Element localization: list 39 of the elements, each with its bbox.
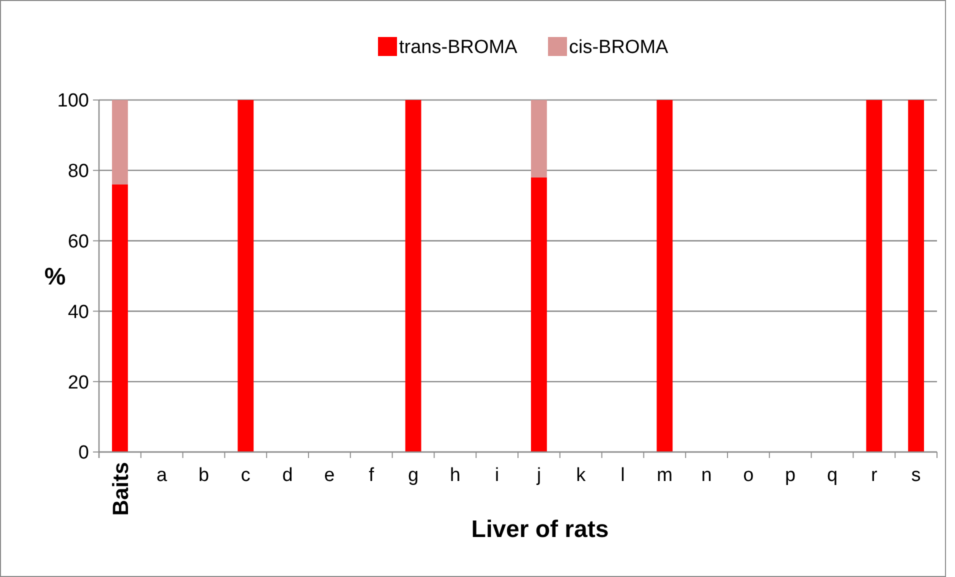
legend-label: trans-BROMA [399,37,518,58]
bar [405,100,422,452]
x-tick-label: e [324,465,335,486]
x-tick-label: g [408,465,419,486]
y-axis-title: % [44,263,66,290]
x-tick-label: p [785,465,796,486]
bar [908,100,924,452]
x-tick-label: r [870,465,878,486]
y-tick-label: 80 [68,161,89,182]
x-tick-label: i [494,465,500,486]
legend-label: cis-BROMA [569,37,669,58]
x-tick-label: s [911,465,921,486]
x-tick-label: k [576,465,586,486]
x-tick-label: l [620,465,625,486]
x-tick-label: m [656,465,673,486]
bar [530,100,547,178]
bar [866,100,882,452]
bar [238,100,254,452]
x-tick-label: b [198,465,210,486]
y-tick-label: 60 [68,231,89,252]
x-tick-label: j [536,465,542,486]
x-tick-label: d [282,465,293,486]
bar [530,177,547,452]
bar [112,100,128,184]
y-tick-label: 100 [57,90,89,112]
x-tick-label: o [743,465,754,486]
x-tick-label: h [450,465,460,486]
x-tick-label: q [826,465,838,486]
x-tick-label: f [368,465,375,486]
x-tick-label: Baits [108,462,133,516]
x-axis-title: Liver of rats [471,516,609,543]
bar [656,100,673,452]
x-tick-label: a [156,465,168,486]
bar [112,184,128,452]
y-tick-label: 0 [78,442,89,464]
y-tick-label: 20 [68,372,89,394]
x-tick-label: c [240,465,250,486]
x-tick-label: n [701,465,712,486]
y-tick-label: 40 [68,302,89,323]
